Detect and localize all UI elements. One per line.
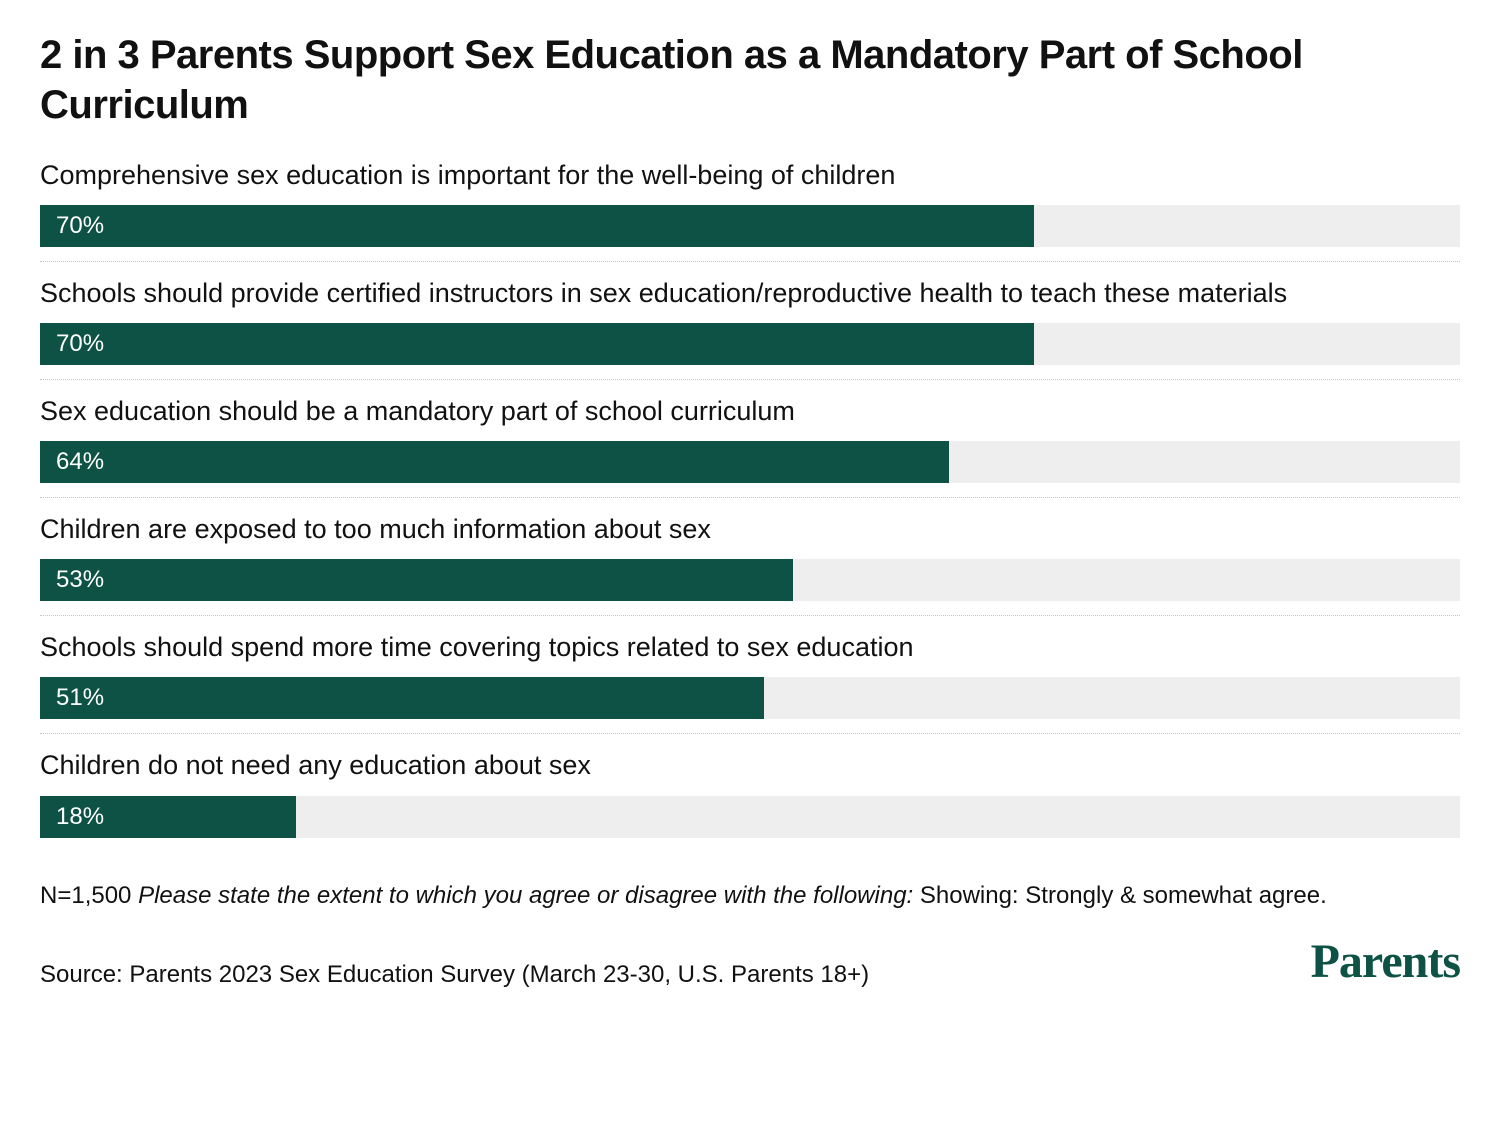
row-label: Schools should spend more time covering …: [40, 630, 1460, 665]
source-row: Source: Parents 2023 Sex Education Surve…: [40, 934, 1460, 989]
bar-chart: Comprehensive sex education is important…: [40, 158, 1460, 852]
bar-track: 51%: [40, 677, 1460, 719]
bar-fill: 18%: [40, 796, 296, 838]
note-suffix: Showing: Strongly & somewhat agree.: [913, 882, 1327, 909]
note-prefix: N=1,500: [40, 882, 138, 909]
bar-value: 18%: [56, 803, 104, 831]
note-italic: Please state the extent to which you agr…: [138, 882, 913, 909]
bar-value: 70%: [56, 212, 104, 240]
note-text: N=1,500 Please state the extent to which…: [40, 880, 1460, 912]
brand-logo: Parents: [1311, 934, 1460, 989]
row-label: Children are exposed to too much informa…: [40, 512, 1460, 547]
row-label: Children do not need any education about…: [40, 748, 1460, 783]
bar-value: 64%: [56, 448, 104, 476]
row-label: Comprehensive sex education is important…: [40, 158, 1460, 193]
chart-row: Schools should spend more time covering …: [40, 616, 1460, 734]
chart-footer: N=1,500 Please state the extent to which…: [40, 880, 1460, 989]
chart-row: Children do not need any education about…: [40, 734, 1460, 851]
bar-value: 70%: [56, 330, 104, 358]
chart-row: Schools should provide certified instruc…: [40, 262, 1460, 380]
source-text: Source: Parents 2023 Sex Education Surve…: [40, 961, 869, 989]
bar-value: 51%: [56, 684, 104, 712]
bar-fill: 70%: [40, 205, 1034, 247]
bar-track: 53%: [40, 559, 1460, 601]
bar-fill: 70%: [40, 323, 1034, 365]
row-label: Sex education should be a mandatory part…: [40, 394, 1460, 429]
chart-row: Comprehensive sex education is important…: [40, 158, 1460, 262]
bar-track: 18%: [40, 796, 1460, 838]
bar-fill: 51%: [40, 677, 764, 719]
bar-value: 53%: [56, 566, 104, 594]
chart-row: Children are exposed to too much informa…: [40, 498, 1460, 616]
chart-title: 2 in 3 Parents Support Sex Education as …: [40, 30, 1460, 130]
bar-fill: 64%: [40, 441, 949, 483]
chart-row: Sex education should be a mandatory part…: [40, 380, 1460, 498]
bar-track: 64%: [40, 441, 1460, 483]
bar-fill: 53%: [40, 559, 793, 601]
row-label: Schools should provide certified instruc…: [40, 276, 1460, 311]
bar-track: 70%: [40, 323, 1460, 365]
bar-track: 70%: [40, 205, 1460, 247]
